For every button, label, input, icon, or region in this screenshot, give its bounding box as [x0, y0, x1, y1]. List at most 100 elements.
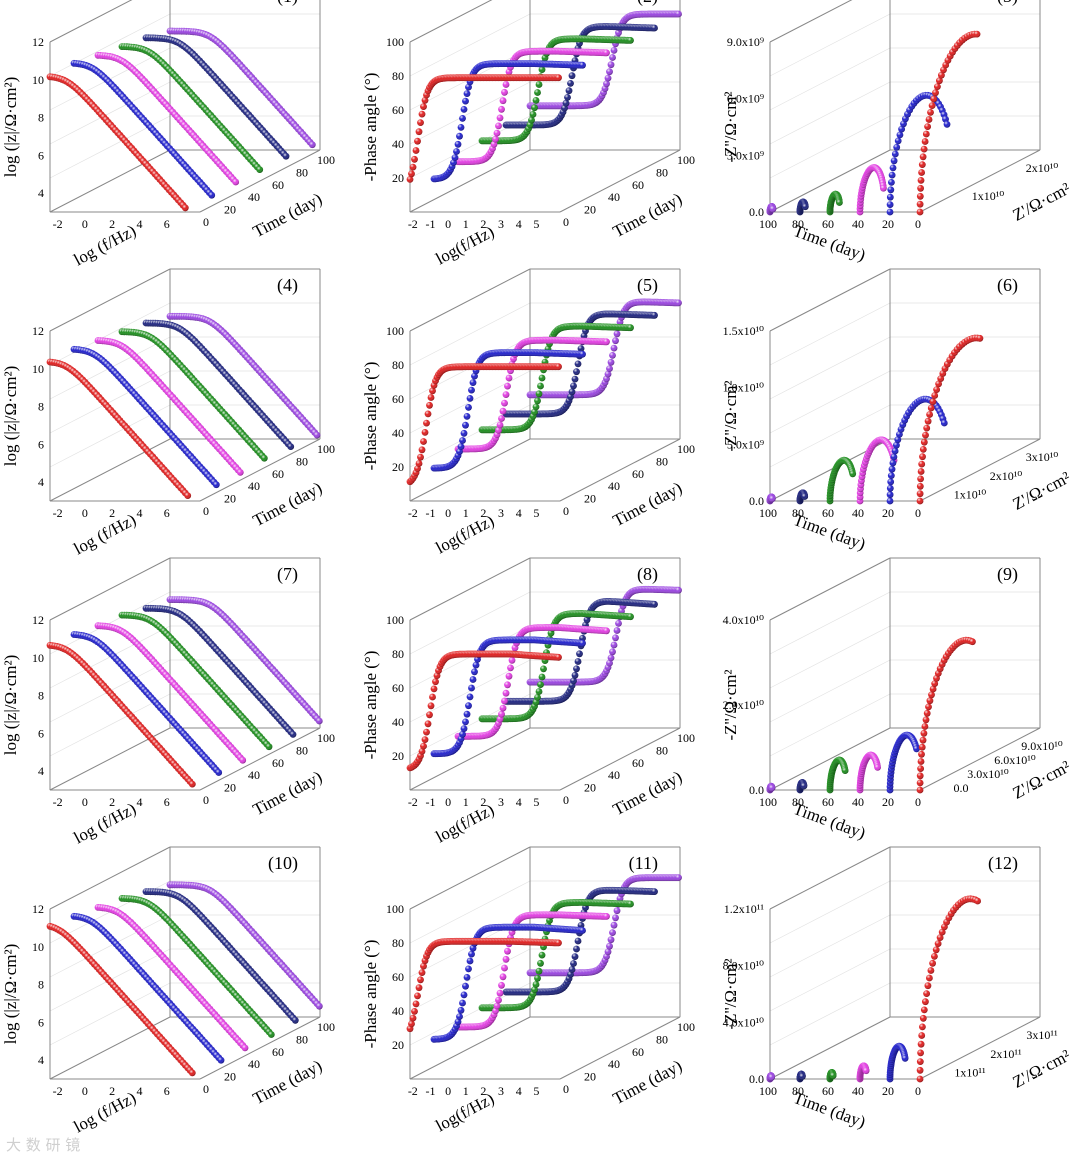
z-tick-label: 20 — [224, 492, 236, 506]
panel-label: (5) — [637, 275, 658, 296]
data-point-shade — [496, 421, 504, 429]
data-point-shade — [887, 186, 895, 194]
data-point-shade — [531, 104, 538, 112]
data-point-shade — [917, 475, 924, 483]
data-point-shade — [462, 97, 469, 105]
data-point-shade — [606, 68, 613, 76]
data-point-shade — [463, 413, 471, 420]
x-tick-label: 2x10¹⁰ — [990, 469, 1023, 483]
x-tick-label: 0 — [445, 217, 451, 231]
data-point-shade — [610, 344, 618, 352]
z-tick-label: 0 — [915, 506, 921, 520]
data-point-shade — [568, 388, 576, 396]
series-day-100 — [766, 493, 776, 505]
data-point-shade — [418, 110, 426, 118]
series-day-40 — [94, 51, 240, 186]
x-tick-label: 3 — [498, 217, 504, 231]
data-point-shade — [495, 122, 502, 130]
data-point-shade — [463, 90, 471, 97]
x-axis-label: Z'/Ω·cm² — [1009, 179, 1073, 225]
z-tick-label: 80 — [656, 165, 668, 179]
z-tick-label: 20 — [584, 492, 596, 506]
panel-6: 0.05.0x10⁹1.0x10¹⁰1.5x10¹⁰1x10¹⁰2x10¹⁰3x… — [721, 268, 1073, 554]
y-tick-label: 4 — [38, 475, 44, 489]
data-point-shade — [889, 164, 897, 172]
x-tick-label: 5 — [533, 217, 539, 231]
data-point-shade — [928, 102, 936, 109]
z-tick-label: 20 — [584, 203, 596, 217]
data-point-shade — [927, 109, 934, 116]
data-point-shade — [568, 72, 576, 80]
data-point-shade — [921, 138, 929, 145]
series-day-100 — [166, 27, 316, 149]
data-point-shade — [454, 140, 462, 148]
y-tick-label: 60 — [392, 103, 404, 117]
y-axis-label: -Phase angle (°) — [361, 362, 380, 471]
y-tick-label: 100 — [386, 324, 404, 338]
data-point-shade — [886, 491, 894, 499]
data-point-shade — [469, 379, 477, 386]
data-point-shade — [924, 417, 932, 425]
data-point-shade — [973, 30, 981, 38]
frame-edge — [49, 149, 171, 213]
data-point-shade — [922, 431, 929, 439]
data-point-shade — [423, 419, 430, 427]
data-point-shade — [932, 89, 939, 97]
x-tick-label: 1 — [463, 217, 469, 231]
data-point-shade — [457, 124, 465, 131]
gridline — [769, 13, 891, 77]
data-point-shade — [427, 394, 435, 401]
z-tick-label: 0 — [203, 504, 209, 518]
data-point-shade — [535, 81, 543, 88]
frame-edge — [769, 268, 891, 332]
data-point-shade — [888, 179, 895, 186]
side-wall — [409, 268, 531, 502]
panel-label: (1) — [277, 0, 298, 7]
x-tick-label: -1 — [425, 506, 435, 520]
data-point-shade — [603, 80, 610, 88]
data-point-shade — [888, 465, 896, 473]
data-point-shade — [505, 374, 513, 382]
data-point-shade — [606, 365, 613, 372]
frame-edge — [49, 438, 171, 502]
data-point-shade — [916, 490, 924, 498]
x-tick-label: 1x10¹⁰ — [954, 487, 987, 501]
data-point-shade — [607, 358, 615, 366]
side-wall — [769, 268, 891, 502]
data-point-shade — [571, 375, 579, 383]
data-point-shade — [894, 137, 902, 145]
gridline — [49, 693, 171, 757]
data-point-shade — [420, 103, 427, 110]
data-point-shade — [604, 74, 612, 82]
data-point-shade — [555, 363, 562, 371]
data-point-shade — [889, 459, 897, 467]
data-point-shade — [208, 191, 216, 199]
data-point-shade — [181, 204, 189, 212]
data-point-shade — [492, 135, 499, 143]
x-tick-label: 1 — [463, 506, 469, 520]
data-point-shade — [415, 128, 423, 136]
x-tick-label: -1 — [425, 217, 435, 231]
z-tick-label: 0 — [915, 217, 921, 231]
data-point-shade — [184, 492, 192, 499]
data-point-shade — [462, 421, 469, 429]
gridline — [769, 370, 891, 434]
series-day-0 — [916, 334, 984, 505]
data-point-shade — [917, 177, 925, 184]
data-point-shade — [567, 80, 574, 87]
y-tick-label: 12 — [32, 35, 44, 49]
panel-label: (2) — [637, 0, 658, 7]
data-point-shade — [493, 129, 501, 137]
z-tick-label: 40 — [852, 506, 864, 520]
data-point-shade — [538, 374, 546, 382]
x-tick-label: 4 — [516, 217, 522, 231]
data-point-shade — [917, 468, 925, 475]
data-point-shade — [887, 478, 895, 486]
series-day-80 — [796, 198, 809, 216]
z-tick-label: 20 — [224, 203, 236, 217]
data-point-shade — [610, 47, 618, 54]
data-point-shade — [421, 429, 429, 436]
